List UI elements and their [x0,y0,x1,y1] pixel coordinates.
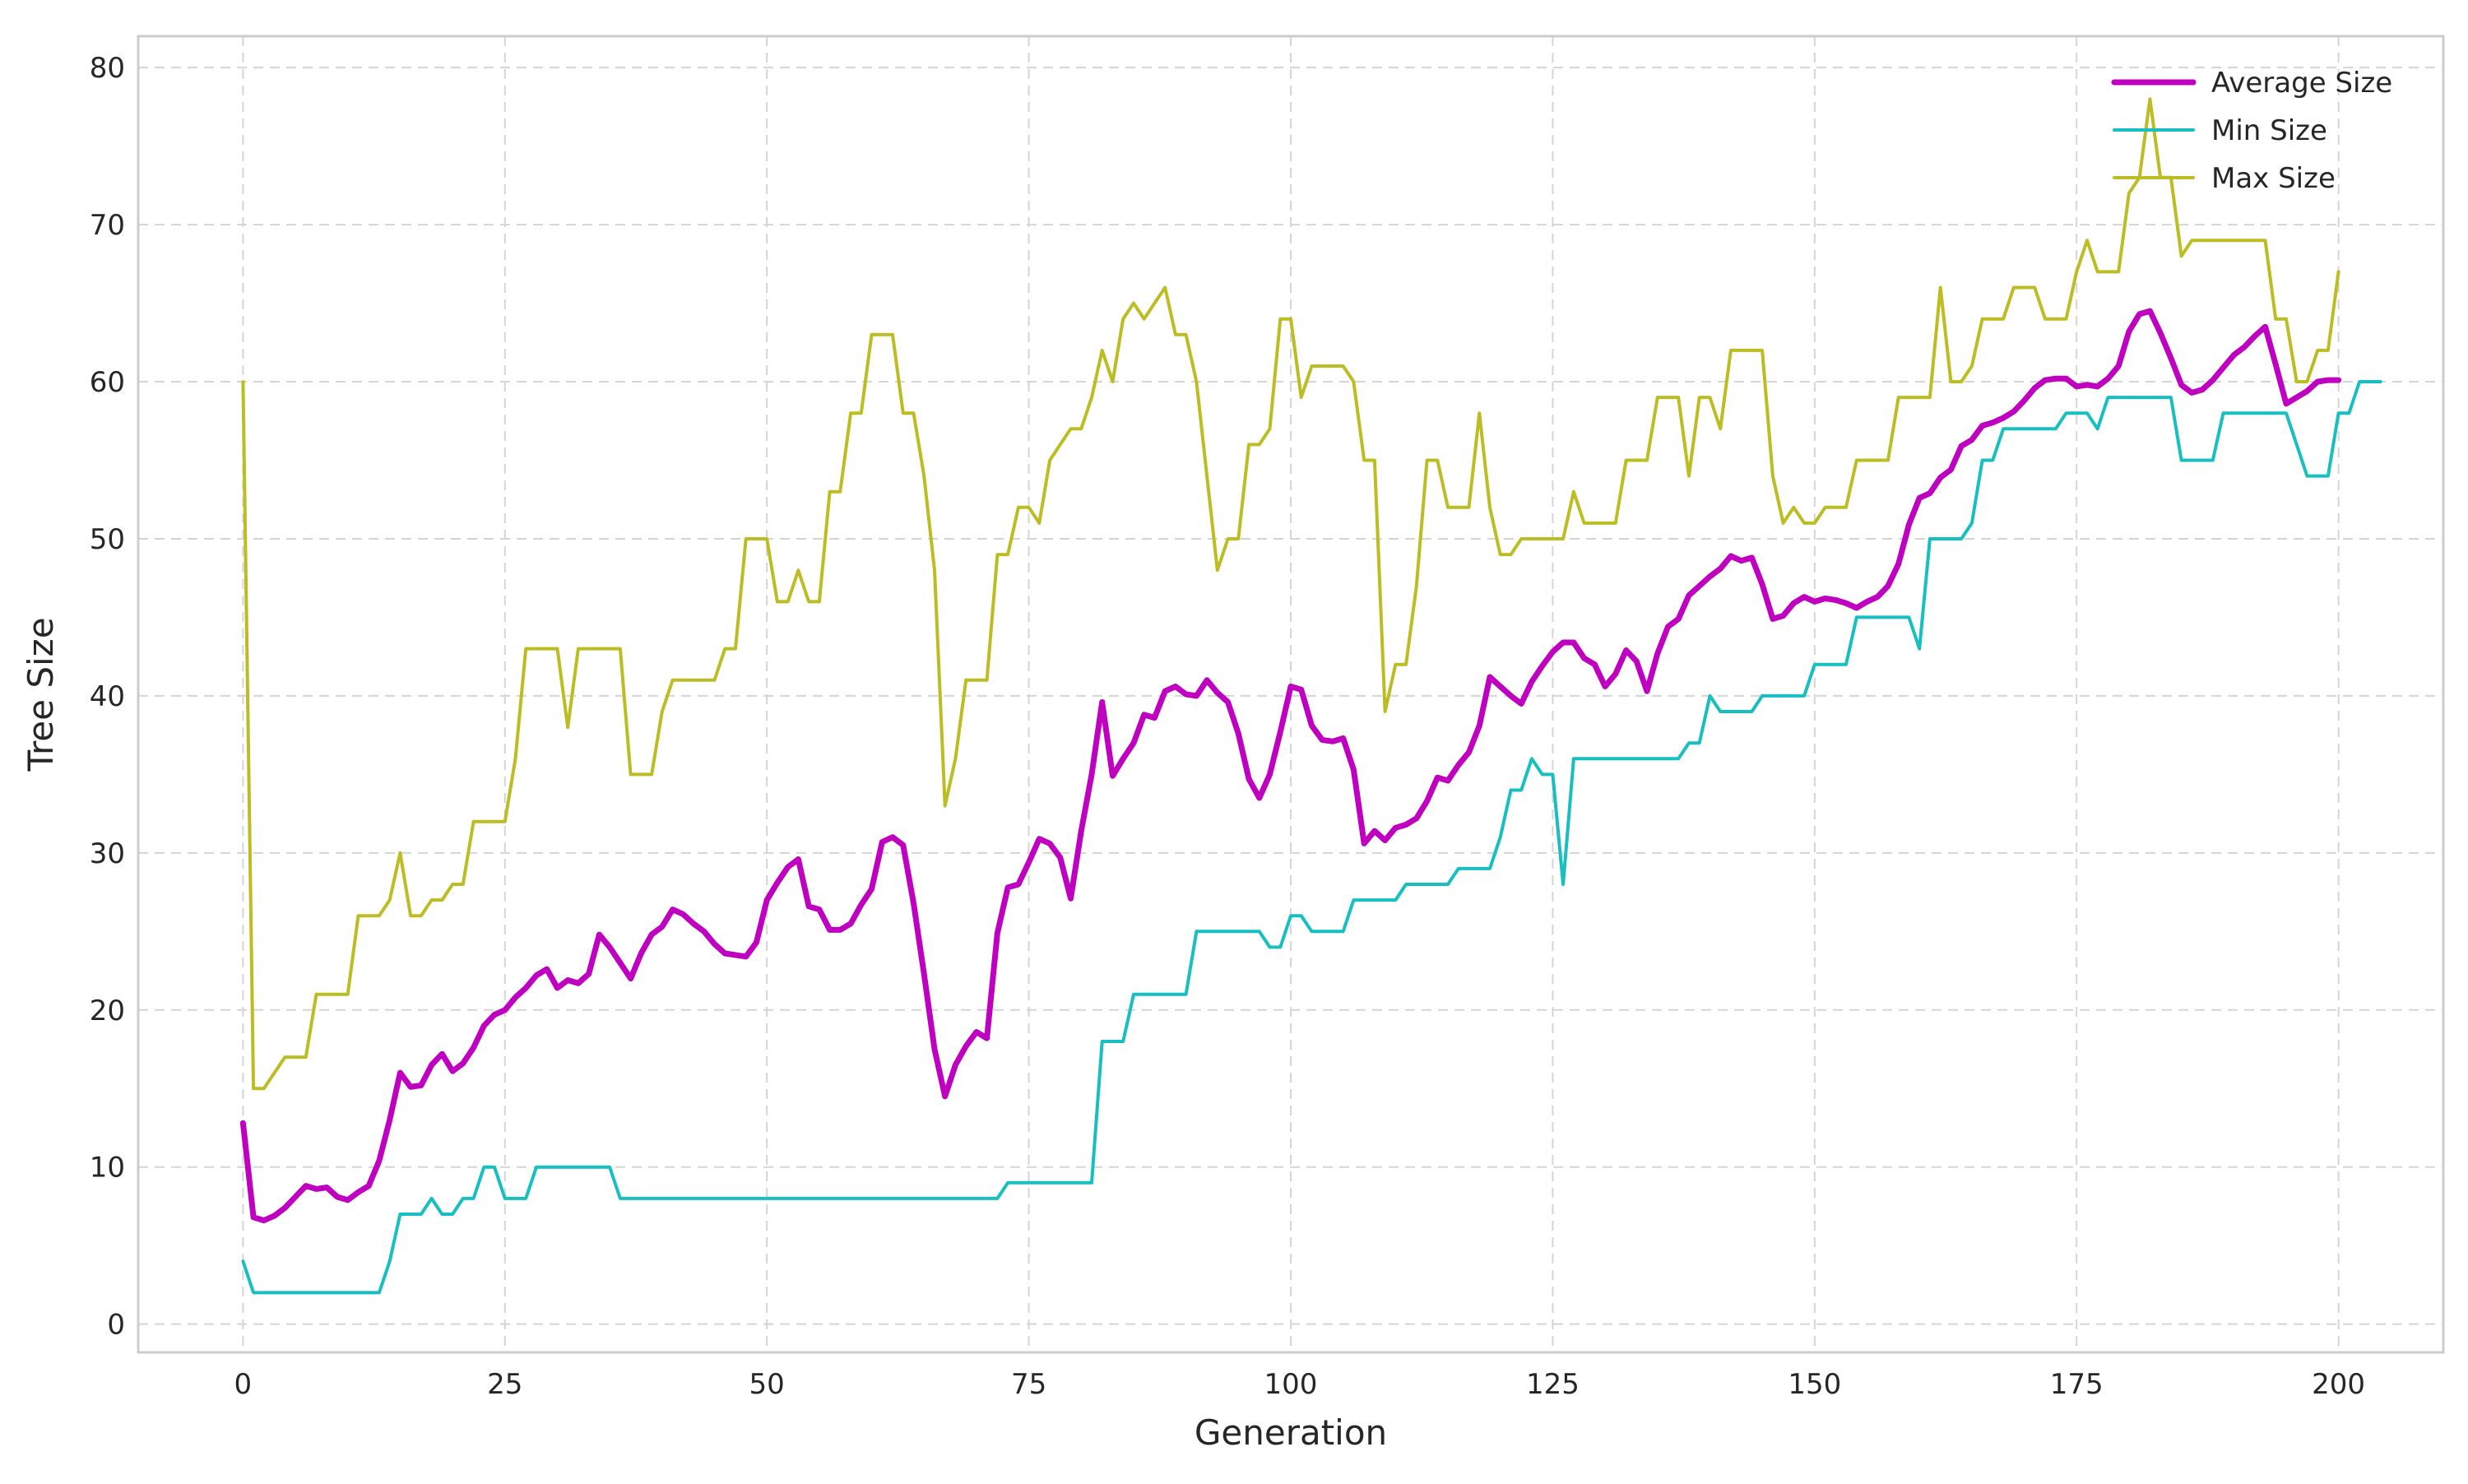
x-tick-label: 0 [234,1368,253,1401]
y-tick-label: 50 [90,523,125,556]
y-axis-label: Tree Size [21,617,61,772]
x-tick-label: 75 [1011,1368,1046,1401]
legend: Average Size Min Size Max Size [2111,67,2392,195]
x-axis-label: Generation [1195,1412,1387,1453]
x-tick-label: 175 [2050,1368,2104,1401]
x-tick-label: 150 [1788,1368,1841,1401]
series-line-min-size [241,380,2382,1295]
series-line-average-size [239,308,2342,1224]
legend-label: Average Size [2211,67,2392,100]
x-tick-label: 25 [487,1368,522,1401]
y-tick-label: 60 [90,366,125,399]
series-line-max-size [241,97,2340,1091]
series-lines [239,97,2382,1295]
y-tick-label: 30 [90,837,125,870]
y-tick-label: 40 [90,680,125,713]
y-tick-label: 0 [107,1309,125,1342]
y-tick-label: 70 [90,209,125,242]
y-tick-label: 80 [90,52,125,85]
x-tick-label: 125 [1526,1368,1580,1401]
grid [138,36,2443,1352]
y-tick-label: 10 [90,1152,125,1185]
x-tick-label: 50 [749,1368,785,1401]
x-tick-label: 200 [2312,1368,2365,1401]
x-tick-label: 100 [1264,1368,1318,1401]
plot-frame [137,35,2445,1354]
legend-label: Max Size [2211,162,2336,195]
tick-labels: 0 25 50 75 100 125 150 175 200 0 10 20 30 40 50 60 70 80 [90,52,2365,1401]
plot-border [137,35,2445,1354]
y-tick-label: 20 [90,995,125,1027]
legend-label: Min Size [2211,114,2327,147]
